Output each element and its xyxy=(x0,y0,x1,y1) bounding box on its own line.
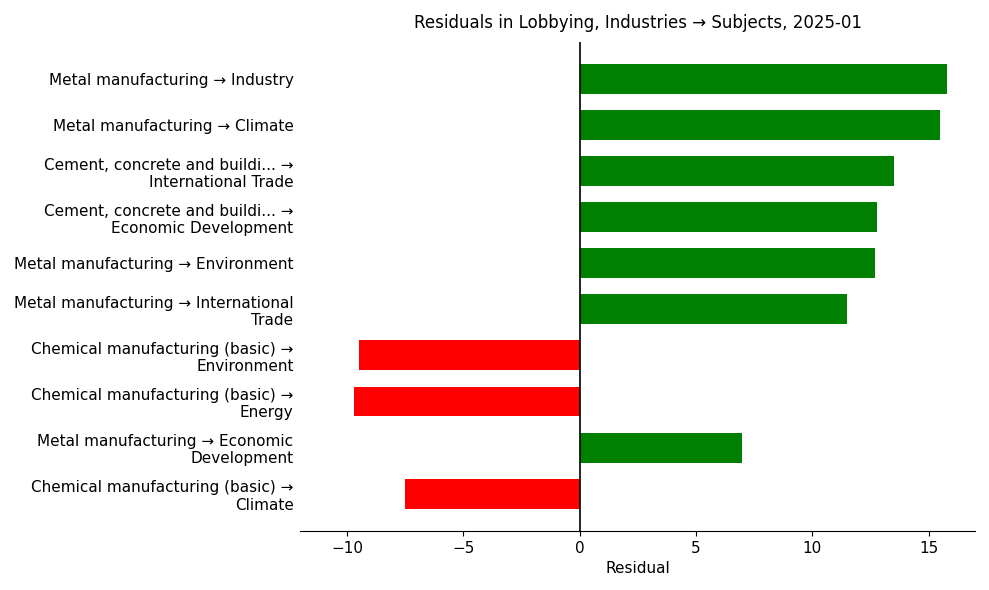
Bar xyxy=(580,432,743,463)
Bar xyxy=(580,110,941,140)
Bar xyxy=(580,294,848,325)
Bar xyxy=(580,64,947,94)
Bar xyxy=(580,202,877,232)
Bar xyxy=(580,156,894,186)
Title: Residuals in Lobbying, Industries → Subjects, 2025-01: Residuals in Lobbying, Industries → Subj… xyxy=(413,14,861,32)
Bar xyxy=(405,478,580,509)
Bar xyxy=(580,248,875,278)
Bar xyxy=(354,386,580,417)
Bar xyxy=(359,340,580,371)
X-axis label: Residual: Residual xyxy=(605,561,671,576)
